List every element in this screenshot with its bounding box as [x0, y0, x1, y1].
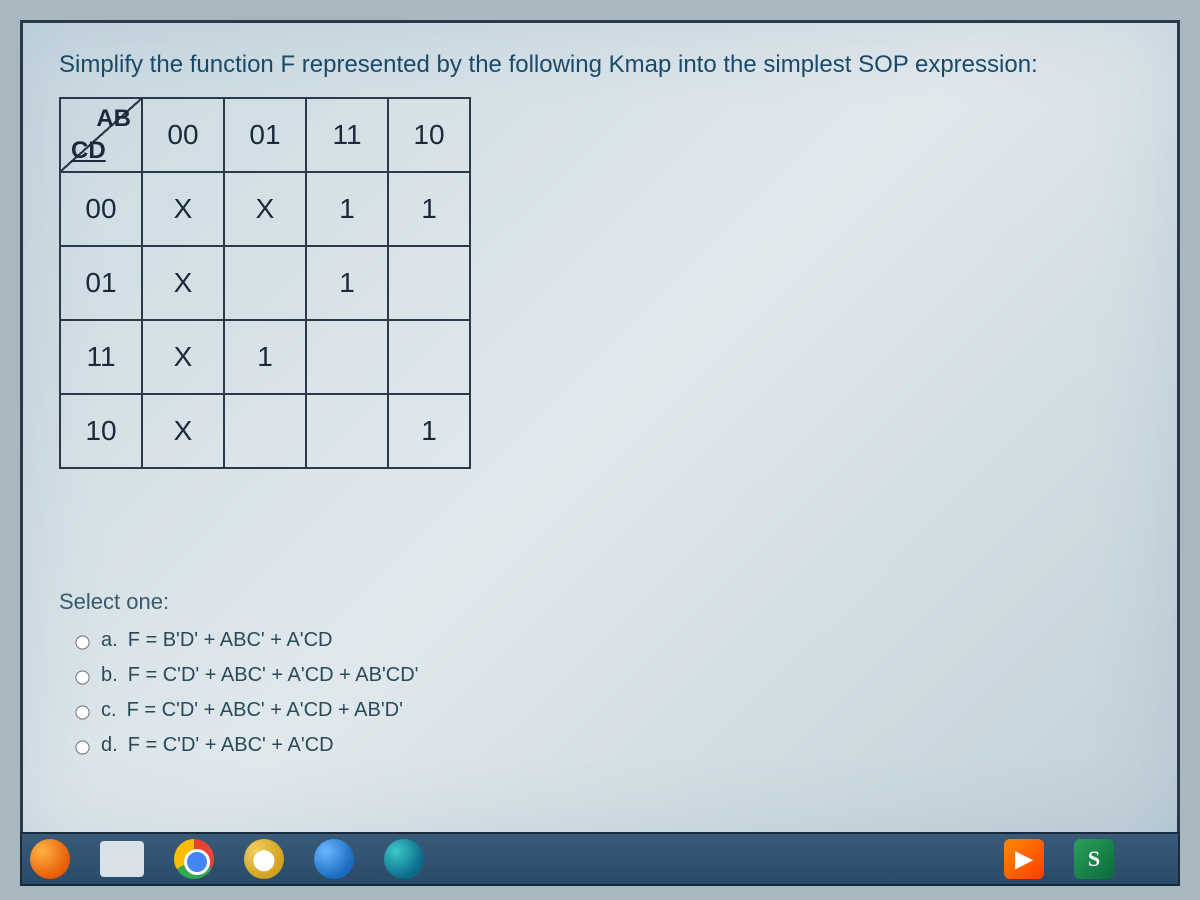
kmap-col-header: 01 [224, 98, 306, 172]
kmap-cell: 1 [224, 320, 306, 394]
kmap-cell: X [224, 172, 306, 246]
kmap-cell: 1 [388, 394, 470, 468]
kmap-table: AB CD 00 01 11 10 00 X X 1 1 01 X 1 11 X… [59, 97, 471, 469]
kmap-cell [306, 320, 388, 394]
s-glyph: S [1088, 846, 1100, 872]
option-a[interactable]: a. F = B'D' + ABC' + A'CD [71, 629, 1141, 652]
media-player-icon[interactable]: ▶ [1004, 839, 1044, 879]
kmap-col-header: 00 [142, 98, 224, 172]
kmap-cell [306, 394, 388, 468]
option-text: F = C'D' + ABC' + A'CD + AB'D' [127, 699, 403, 722]
messenger-icon[interactable] [314, 839, 354, 879]
kmap-row-header: 10 [60, 394, 142, 468]
kmap-row-header: 11 [60, 320, 142, 394]
option-text: F = C'D' + ABC' + A'CD + AB'CD' [128, 664, 419, 687]
chrome-icon[interactable] [174, 839, 214, 879]
select-one-label: Select one: [59, 589, 1141, 615]
option-b[interactable]: b. F = C'D' + ABC' + A'CD + AB'CD' [71, 664, 1141, 687]
kmap-cell [388, 320, 470, 394]
question-text: Simplify the function F represented by t… [59, 51, 1141, 79]
option-text: F = B'D' + ABC' + A'CD [128, 629, 333, 652]
option-a-radio[interactable] [75, 635, 89, 649]
kmap-cell: X [142, 246, 224, 320]
s-app-icon[interactable]: S [1074, 839, 1114, 879]
options-block: Select one: a. F = B'D' + ABC' + A'CD b.… [59, 589, 1141, 757]
option-c[interactable]: c. F = C'D' + ABC' + A'CD + AB'D' [71, 699, 1141, 722]
kmap-cell: 1 [306, 246, 388, 320]
kmap-row-header: 01 [60, 246, 142, 320]
kmap-corner: AB CD [60, 98, 142, 172]
kmap-cell [224, 394, 306, 468]
kmap-cell [224, 246, 306, 320]
kmap-cell: X [142, 394, 224, 468]
kmap-cell: X [142, 172, 224, 246]
kmap-row-var: CD [71, 137, 106, 165]
kmap-col-var: AB [96, 105, 131, 133]
firefox-icon[interactable] [30, 839, 70, 879]
option-letter: c. [101, 699, 117, 722]
edge-icon[interactable] [384, 839, 424, 879]
option-d[interactable]: d. F = C'D' + ABC' + A'CD [71, 734, 1141, 757]
option-d-radio[interactable] [75, 740, 89, 754]
file-explorer-icon[interactable] [100, 841, 144, 877]
option-text: F = C'D' + ABC' + A'CD [128, 734, 334, 757]
kmap-col-header: 11 [306, 98, 388, 172]
option-letter: b. [101, 664, 118, 687]
shield-glyph: ⬤ [253, 847, 275, 872]
taskbar: ⬤ ▶ S [20, 832, 1180, 886]
play-glyph: ▶ [1016, 846, 1033, 872]
option-b-radio[interactable] [75, 670, 89, 684]
option-c-radio[interactable] [75, 705, 89, 719]
kmap-row-header: 00 [60, 172, 142, 246]
kmap-col-header: 10 [388, 98, 470, 172]
quiz-panel: Simplify the function F represented by t… [20, 20, 1180, 840]
kmap-cell: 1 [306, 172, 388, 246]
kmap-cell: 1 [388, 172, 470, 246]
option-letter: d. [101, 734, 118, 757]
option-letter: a. [101, 629, 118, 652]
kmap-cell [388, 246, 470, 320]
kmap-cell: X [142, 320, 224, 394]
shield-icon[interactable]: ⬤ [244, 839, 284, 879]
